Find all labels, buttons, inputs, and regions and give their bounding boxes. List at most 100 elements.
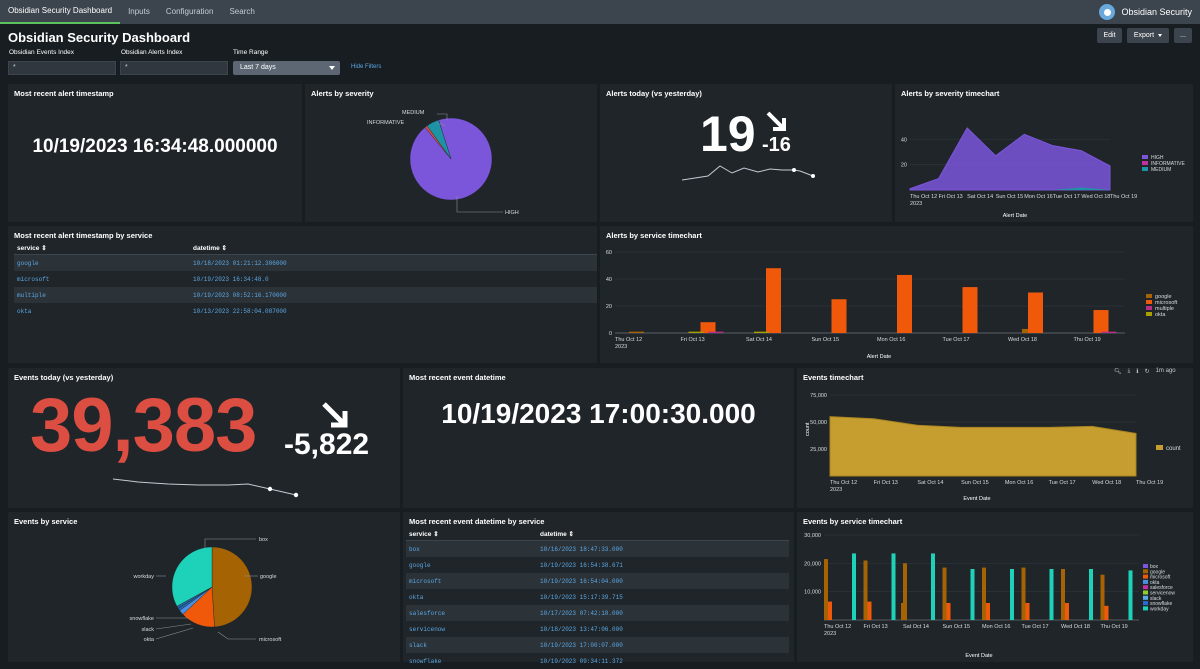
bar-google[interactable]: [903, 563, 907, 620]
bar-workday[interactable]: [1049, 569, 1054, 620]
bar-workday[interactable]: [891, 553, 896, 620]
bar-microsoft[interactable]: [700, 322, 716, 333]
bar-google[interactable]: [942, 567, 947, 620]
cell-datetime[interactable]: 10/18/2023 13:47:06.000: [540, 625, 623, 633]
bar-microsoft[interactable]: [1065, 603, 1069, 620]
cell-datetime[interactable]: 10/16/2023 18:47:33.000: [540, 545, 623, 553]
area-count[interactable]: [829, 416, 1137, 477]
bar-microsoft[interactable]: [897, 274, 912, 333]
cell-service[interactable]: okta: [17, 307, 32, 315]
cell-datetime[interactable]: 10/17/2023 07:42:10.000: [540, 609, 623, 617]
cell-service[interactable]: snowflake: [409, 657, 442, 665]
cell-datetime[interactable]: 10/19/2023 16:54:38.671: [540, 561, 623, 569]
table-row[interactable]: okta 10/19/2023 15:17:39.715: [406, 589, 789, 605]
bar-microsoft[interactable]: [1025, 603, 1030, 620]
cell-datetime[interactable]: 10/13/2023 22:58:04.087000: [193, 307, 287, 315]
info-icon[interactable]: ℹ: [1136, 368, 1139, 375]
col-datetime[interactable]: datetime ⇕: [540, 531, 574, 538]
col-datetime[interactable]: datetime ⇕: [193, 245, 227, 252]
bar-microsoft[interactable]: [986, 603, 990, 620]
hide-filters-link[interactable]: Hide Filters: [351, 64, 382, 70]
pie-slice-medium[interactable]: [426, 119, 452, 160]
bar-microsoft[interactable]: [1093, 310, 1109, 333]
cell-service[interactable]: multiple: [17, 291, 46, 299]
cell-service[interactable]: google: [17, 259, 39, 267]
bar-workday[interactable]: [1089, 569, 1093, 620]
bar-workday[interactable]: [1128, 570, 1133, 620]
panel-events-timechart: Events timechart 25,000 50,000 75,000 Thu O…: [797, 368, 1193, 508]
cell-service[interactable]: microsoft: [409, 577, 442, 585]
bar-microsoft[interactable]: [828, 601, 832, 620]
col-service[interactable]: service ⇕: [17, 245, 47, 252]
cell-service[interactable]: microsoft: [17, 275, 50, 283]
cell-service[interactable]: servicenow: [409, 625, 446, 633]
legend-item: microsoft: [1150, 575, 1171, 581]
table-row[interactable]: snowflake 10/19/2023 09:34:11.372: [406, 653, 789, 669]
export-button[interactable]: Export: [1127, 28, 1169, 43]
bar-microsoft[interactable]: [1104, 605, 1109, 620]
bar-google[interactable]: [629, 331, 644, 333]
bar-workday[interactable]: [970, 569, 975, 620]
refresh-icon[interactable]: ↻: [1144, 368, 1150, 375]
bar-microsoft[interactable]: [1028, 292, 1043, 334]
tab-obsidian-security-dashboard[interactable]: Obsidian Security Dashboard: [0, 0, 121, 24]
bar-microsoft[interactable]: [867, 601, 872, 620]
pie-slice-google[interactable]: [211, 546, 253, 628]
table-row[interactable]: box 10/16/2023 18:47:33.000: [406, 541, 789, 557]
table-row[interactable]: okta 10/13/2023 22:58:04.087000: [14, 303, 597, 319]
bar-multiple[interactable]: [708, 331, 724, 333]
table-row[interactable]: microsoft 10/19/2023 16:34:48.0: [14, 271, 597, 287]
tab-inputs[interactable]: Inputs: [128, 7, 150, 16]
x-tick-label: Sat Oct 14: [967, 194, 993, 200]
legend-item: servicenow: [1150, 591, 1175, 597]
table-row[interactable]: google 10/19/2023 16:54:38.671: [406, 557, 789, 573]
table-row[interactable]: salesforce 10/17/2023 07:42:10.000: [406, 605, 789, 621]
bar-microsoft[interactable]: [831, 299, 847, 333]
bar-microsoft[interactable]: [766, 268, 781, 333]
bar-google[interactable]: [982, 567, 986, 620]
cell-datetime[interactable]: 10/19/2023 16:54:04.000: [540, 577, 623, 585]
export-icon[interactable]: ⤓: [1127, 367, 1131, 374]
bar-workday[interactable]: [1010, 569, 1014, 620]
bar-google[interactable]: [863, 560, 868, 621]
bar-multiple[interactable]: [1101, 331, 1117, 333]
bar-google[interactable]: [824, 559, 828, 620]
bar-microsoft[interactable]: [946, 603, 951, 620]
table-row[interactable]: google 10/18/2023 01:21:12.306000: [14, 255, 597, 271]
bar-google[interactable]: [1100, 574, 1105, 620]
area-medium[interactable]: [1052, 187, 1110, 190]
table-row[interactable]: microsoft 10/19/2023 16:54:04.000: [406, 573, 789, 589]
cell-service[interactable]: google: [409, 561, 431, 569]
cell-datetime[interactable]: 10/18/2023 01:21:12.306000: [193, 259, 287, 267]
events-index-input[interactable]: *: [8, 61, 116, 75]
cell-datetime[interactable]: 10/19/2023 17:00:07.000: [540, 641, 623, 649]
table-row[interactable]: multiple 10/19/2023 08:52:16.170000: [14, 287, 597, 303]
bar-google[interactable]: [1021, 567, 1026, 620]
time-range-select[interactable]: Last 7 days: [233, 61, 340, 75]
bar-okta[interactable]: [688, 331, 704, 333]
cell-service[interactable]: okta: [409, 593, 424, 601]
alerts-index-input[interactable]: *: [120, 61, 228, 75]
cell-datetime[interactable]: 10/19/2023 08:52:16.170000: [193, 291, 287, 299]
cell-datetime[interactable]: 10/19/2023 16:34:48.0: [193, 275, 269, 283]
bar-workday[interactable]: [931, 553, 935, 620]
cell-service[interactable]: box: [409, 545, 420, 553]
col-service[interactable]: service ⇕: [409, 531, 439, 538]
tab-search[interactable]: Search: [229, 7, 255, 16]
cell-service[interactable]: slack: [409, 641, 428, 649]
table-row[interactable]: servicenow 10/18/2023 13:47:06.000: [406, 621, 789, 637]
edit-button[interactable]: Edit: [1097, 28, 1122, 43]
bar-workday[interactable]: [852, 553, 856, 620]
cell-service[interactable]: salesforce: [409, 609, 446, 617]
tab-configuration[interactable]: Configuration: [165, 7, 214, 16]
bar-okta[interactable]: [754, 331, 769, 333]
table-row[interactable]: slack 10/19/2023 17:00:07.000: [406, 637, 789, 653]
bar-google[interactable]: [1061, 569, 1065, 620]
cell-datetime[interactable]: 10/19/2023 15:17:39.715: [540, 593, 623, 601]
bar-microsoft[interactable]: [962, 287, 978, 333]
area-high[interactable]: [909, 127, 1111, 191]
bar-box[interactable]: [901, 603, 905, 620]
search-icon[interactable]: 🔍︎: [1114, 368, 1122, 375]
more-button[interactable]: ...: [1174, 28, 1192, 43]
cell-datetime[interactable]: 10/19/2023 09:34:11.372: [540, 657, 623, 665]
